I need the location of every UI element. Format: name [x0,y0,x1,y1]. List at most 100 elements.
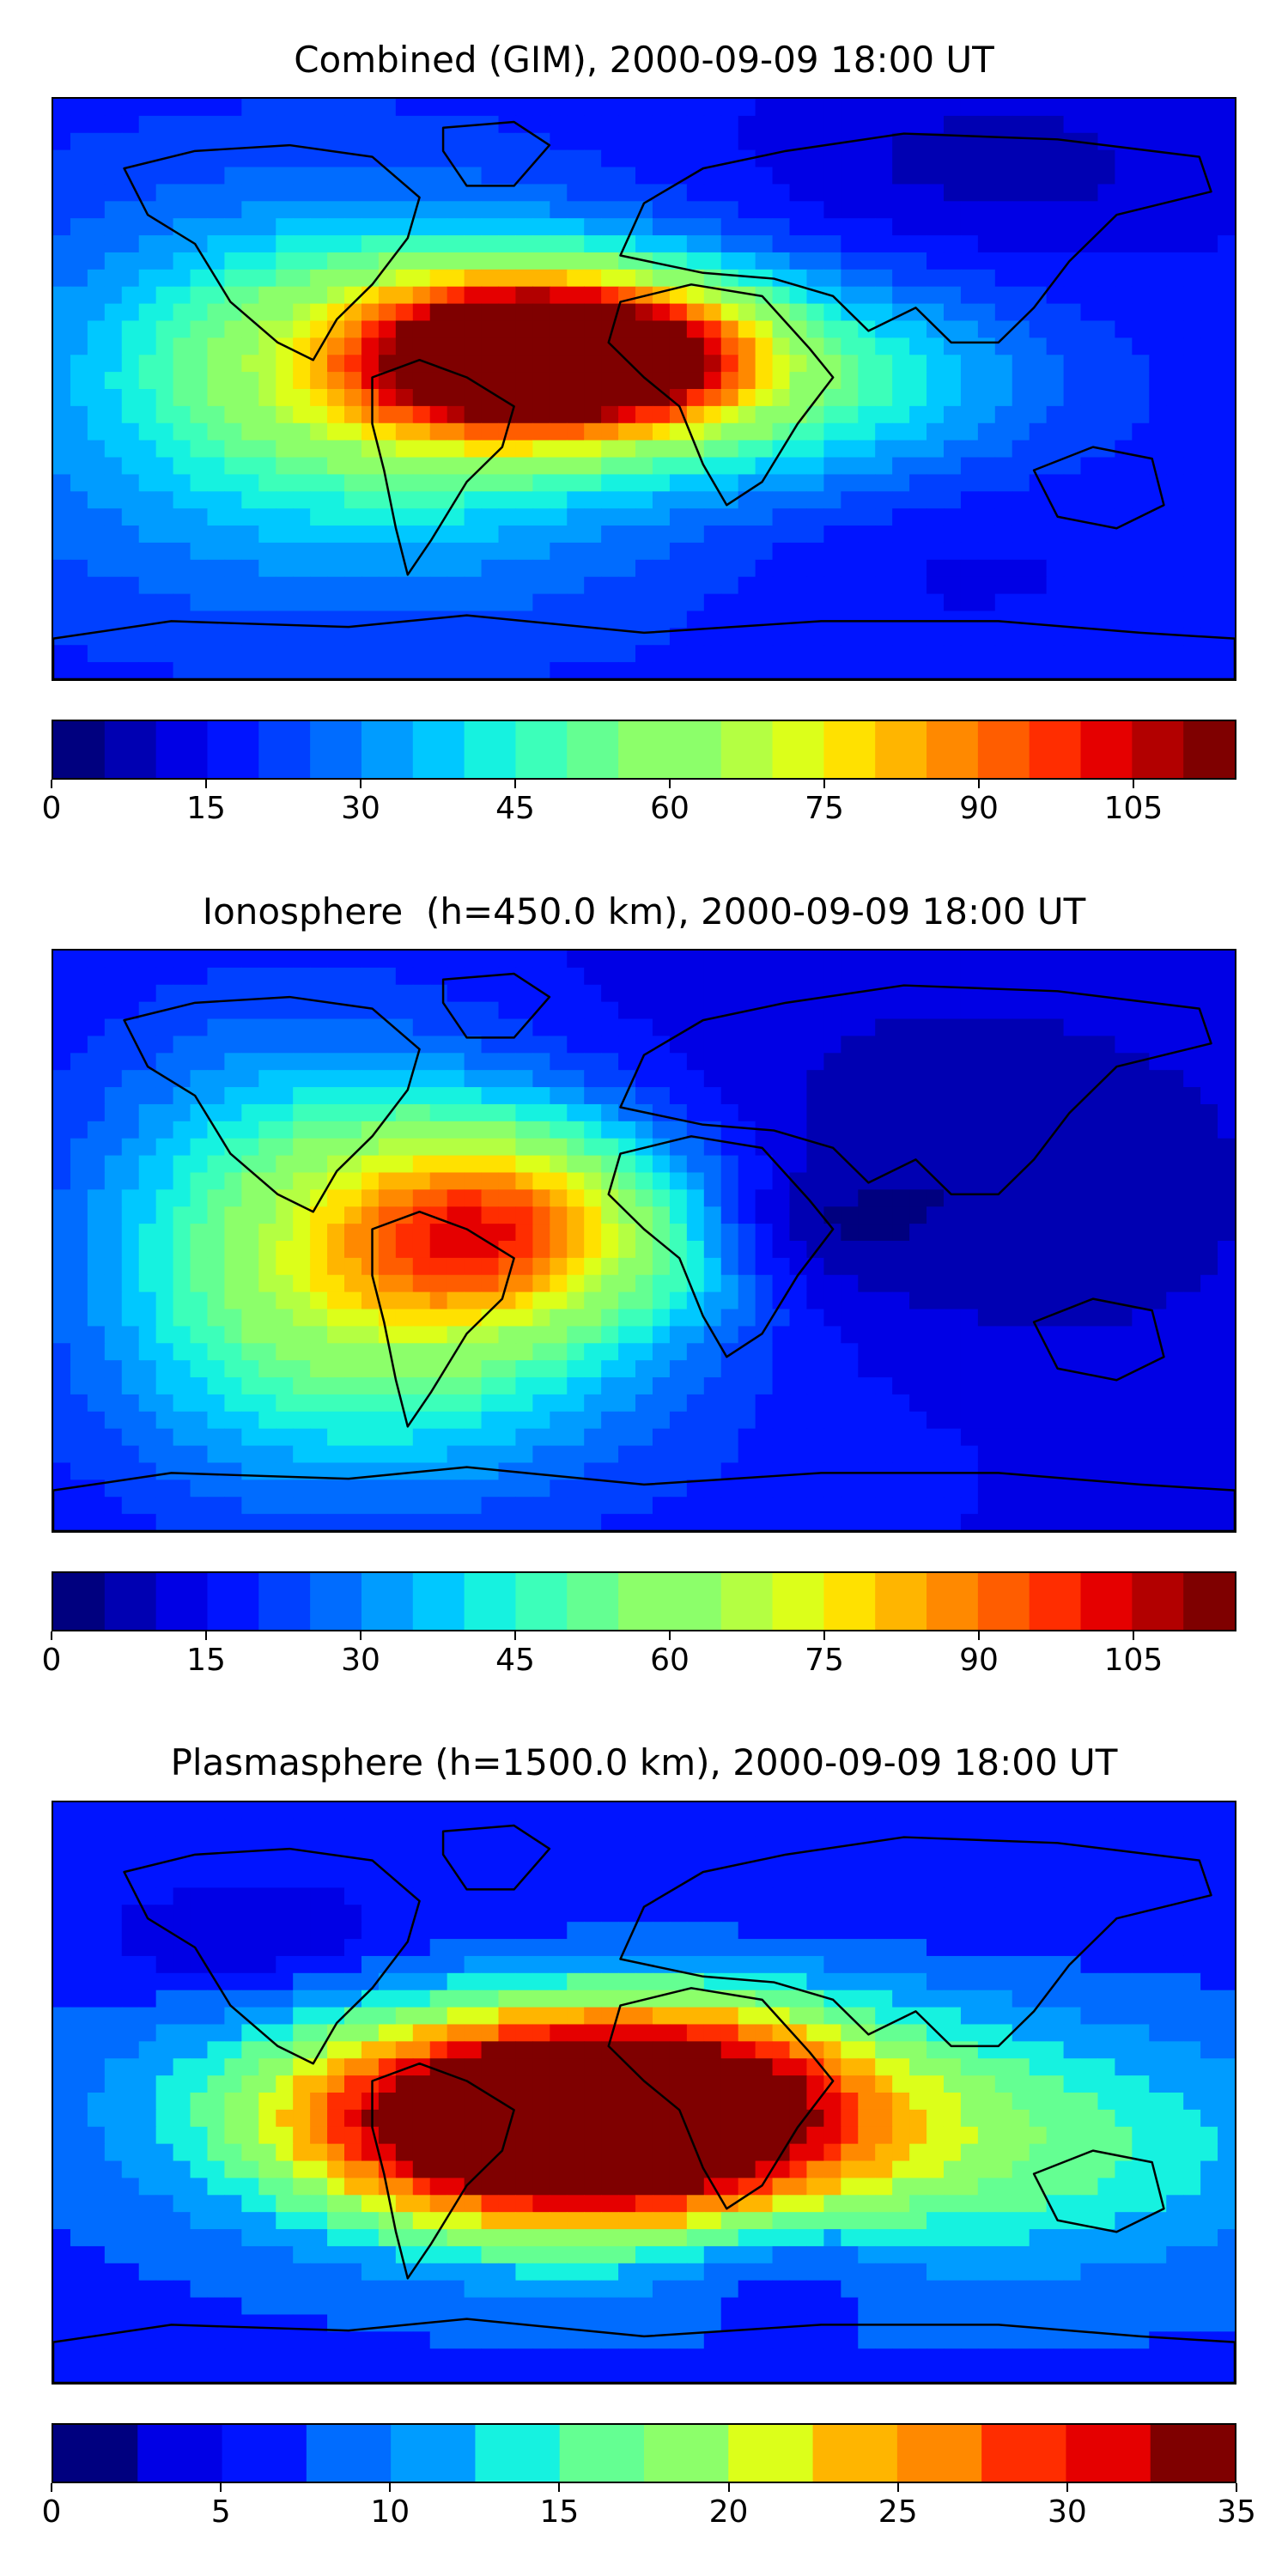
tec-cell [686,1224,705,1242]
tec-cell [1149,149,1167,168]
tec-cell [258,1377,276,1395]
tec-cell [1218,1819,1235,1838]
tec-cell [87,405,106,424]
tec-cell [1132,526,1150,544]
tec-cell [618,491,636,509]
tec-cell [155,1138,174,1157]
tec-cell [241,1001,259,1020]
tec-cell [789,372,808,390]
tec-cell [720,1172,739,1190]
tec-cell [738,372,756,390]
tec-cell [977,372,996,390]
tec-cell [1149,269,1167,288]
tec-cell [481,508,500,526]
tec-cell [429,1241,448,1259]
tec-cell [515,593,533,612]
tec-cell [1183,1172,1201,1190]
tec-cell [429,389,448,407]
tec-cell [412,389,431,407]
tec-cell [327,1241,345,1259]
tec-cell [652,457,671,476]
tec-cell [703,218,722,236]
tec-cell [977,1377,996,1395]
tec-cell [1200,559,1218,578]
tec-cell [686,235,705,253]
tec-cell [960,1343,979,1361]
tec-cell [532,491,550,509]
tec-cell [960,628,979,646]
tec-cell [276,1018,294,1037]
tec-cell [190,1836,209,1855]
tec-cell [858,1274,876,1293]
tec-cell [412,1087,431,1105]
tec-cell [1218,611,1235,629]
tec-cell [190,1802,209,1820]
tec-cell [241,628,259,646]
tec-cell [909,1291,927,1310]
tec-cell [498,951,517,969]
tec-cell [567,1428,585,1447]
tec-cell [635,1836,653,1855]
tec-cell [943,1189,962,1207]
tec-cell [772,1274,791,1293]
tec-cell [1046,201,1065,219]
tec-cell [378,303,397,322]
coastline [371,358,515,576]
tec-cell [1200,1103,1218,1122]
tec-cell [618,1411,636,1430]
tec-cell [994,372,1013,390]
tec-cell [344,1462,362,1480]
tec-cell [1029,389,1048,407]
tec-cell [293,491,311,509]
tec-cell [738,252,756,270]
tec-cell [686,1360,705,1378]
tec-cell [1080,559,1099,578]
coastline [53,614,1235,679]
tec-cell [1097,1189,1116,1207]
tec-cell [550,252,568,270]
tec-cell [327,235,345,253]
colorbar-tick-label: 45 [495,1643,535,1678]
tec-cell [943,372,962,390]
tec-cell [498,984,517,1003]
tec-cell [567,1274,585,1293]
tec-cell [806,1036,824,1054]
tec-cell [567,218,585,236]
tec-cell [601,235,619,253]
tec-cell [1012,405,1030,424]
tec-cell [361,1224,380,1242]
tec-cell [1029,526,1048,544]
tec-cell [994,1836,1013,1855]
tec-cell [293,457,311,476]
tec-cell [635,1206,653,1224]
tec-cell [481,1326,500,1344]
tec-cell [138,1836,157,1855]
tec-cell [412,1001,431,1020]
tec-cell [618,1326,636,1344]
tec-cell [1132,1343,1150,1361]
tec-cell [1097,1479,1116,1498]
tec-cell [927,1514,945,1531]
tec-cell [927,132,945,151]
tec-cell [927,628,945,646]
tec-cell [720,440,739,459]
tec-cell [977,1001,996,1020]
tec-cell [224,1189,242,1207]
tec-cell [738,611,756,629]
tec-cell [1012,576,1030,595]
tec-cell [635,389,653,407]
tec-cell [635,337,653,355]
tec-cell [327,1836,345,1855]
tec-cell [378,1497,397,1515]
tec-cell [875,1087,893,1105]
tec-cell [155,201,174,219]
tec-cell [412,1291,431,1310]
tec-cell [447,951,465,969]
tec-cell [532,508,550,526]
tec-cell [155,1343,174,1361]
tec-cell [155,440,174,459]
tec-cell [104,99,123,117]
tec-cell [1200,320,1218,338]
tec-cell [1080,1394,1099,1413]
tec-cell [207,662,226,679]
